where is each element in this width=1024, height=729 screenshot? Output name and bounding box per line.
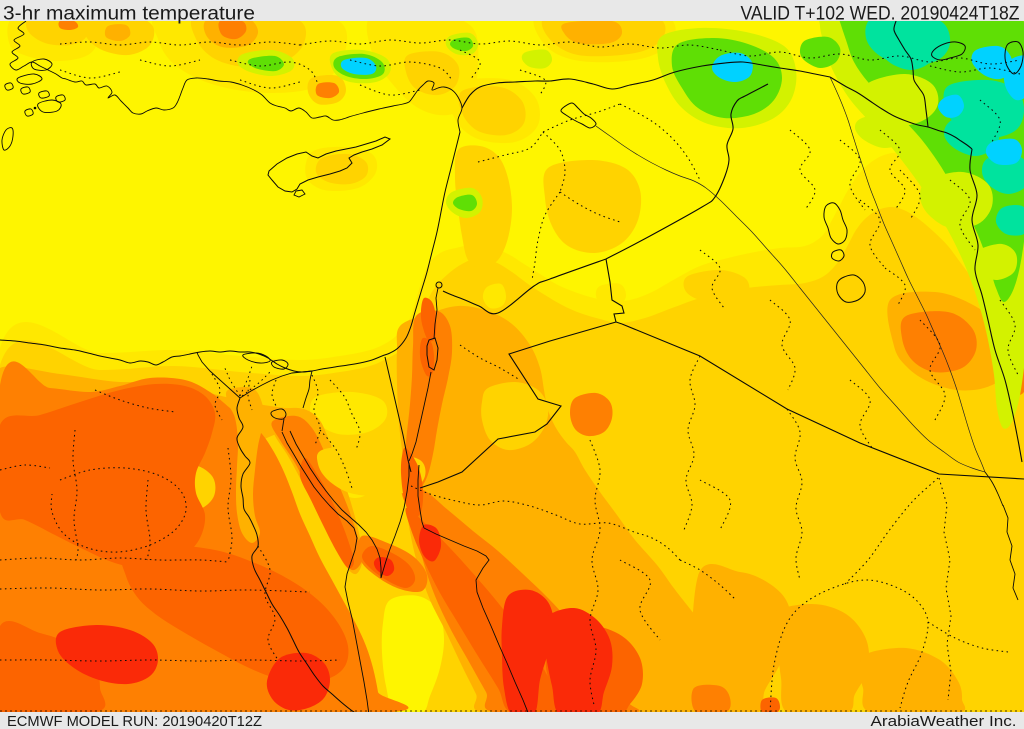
- svg-text:3-hr maximum temperature: 3-hr maximum temperature: [3, 4, 255, 25]
- svg-text:ArabiaWeather Inc.: ArabiaWeather Inc.: [871, 713, 1017, 729]
- svg-text:ECMWF MODEL RUN: 20190420T12Z: ECMWF MODEL RUN: 20190420T12Z: [7, 713, 262, 729]
- svg-text:VALID T+102 WED. 20190424T18Z: VALID T+102 WED. 20190424T18Z: [741, 4, 1020, 25]
